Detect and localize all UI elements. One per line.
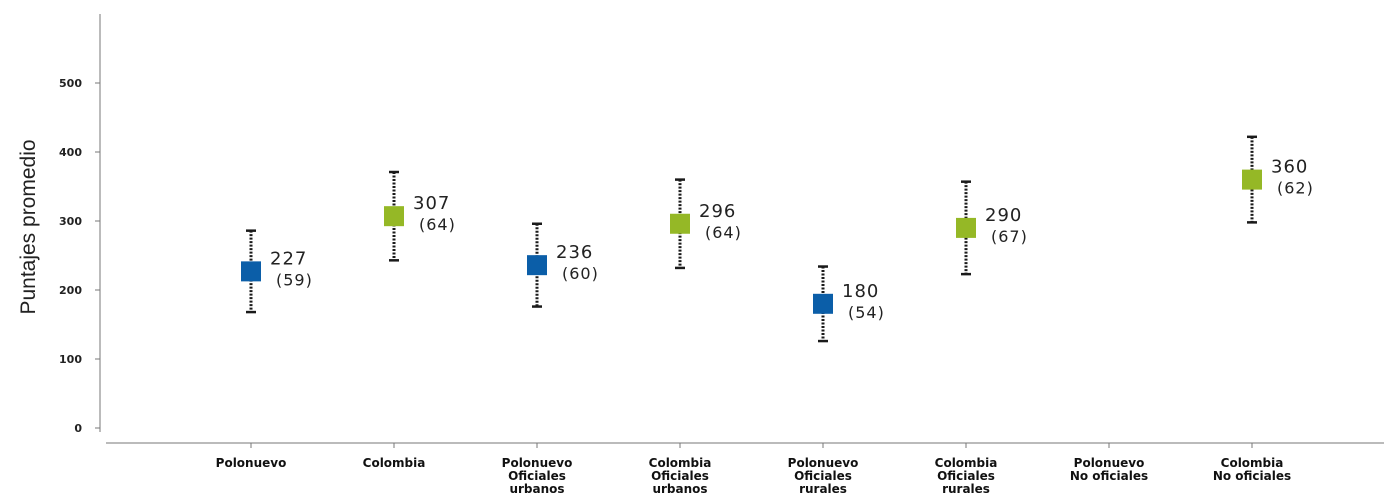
x-category-label: Colombia [363, 456, 426, 470]
y-tick-label: 200 [59, 284, 82, 297]
mean-marker [241, 261, 261, 282]
y-ticks: 0 100 200 300 400 500 [59, 77, 100, 435]
mean-value-label: 227 [270, 248, 307, 269]
mean-value-label: 360 [1271, 157, 1308, 178]
data-point-group: 296(64) [670, 178, 742, 270]
x-category-label: Colombia Oficiales urbanos [649, 456, 712, 496]
data-point-group: 360(62) [1242, 135, 1314, 224]
y-tick-label: 300 [59, 215, 82, 228]
x-categories: Polonuevo Colombia Polonuevo Oficiales urban… [216, 443, 1291, 496]
x-category-label: Polonuevo No oficiales [1070, 456, 1148, 483]
y-tick-label: 500 [59, 77, 82, 90]
mean-value-label: 307 [413, 193, 450, 214]
mean-marker [956, 217, 976, 238]
sd-value-label: (60) [562, 264, 599, 283]
mean-marker [670, 213, 690, 234]
x-category-label: Polonuevo Oficiales rurales [788, 456, 859, 496]
data-point-group: 236(60) [527, 222, 599, 308]
sd-value-label: (64) [705, 223, 742, 242]
sd-value-label: (62) [1277, 179, 1314, 198]
mean-value-label: 296 [699, 201, 736, 222]
mean-marker [1242, 169, 1262, 190]
mean-value-label: 236 [556, 242, 593, 263]
x-category-label: Colombia Oficiales rurales [935, 456, 998, 496]
sd-value-label: (64) [419, 215, 456, 234]
data-point-group: 180(54) [813, 265, 885, 343]
x-category-label: Colombia No oficiales [1213, 456, 1291, 483]
mean-marker [813, 293, 833, 314]
y-tick-label: 400 [59, 146, 82, 159]
mean-marker [384, 206, 404, 227]
y-axis-label: Puntajes promedio [17, 139, 40, 314]
sd-value-label: (54) [848, 303, 885, 322]
y-tick-label: 100 [59, 353, 82, 366]
mean-value-label: 180 [842, 281, 879, 302]
data-point-group: 290(67) [956, 180, 1028, 276]
mean-value-label: 290 [985, 205, 1022, 226]
data-point-group: 227(59) [241, 229, 313, 314]
mean-marker [527, 255, 547, 276]
data-marks: 227(59)307(64)236(60)296(64)180(54)290(6… [241, 135, 1314, 343]
axes [99, 14, 1384, 444]
y-tick-label: 0 [74, 422, 82, 435]
x-category-label: Polonuevo Oficiales urbanos [502, 456, 573, 496]
sd-value-label: (59) [276, 270, 313, 289]
sd-value-label: (67) [991, 227, 1028, 246]
data-point-group: 307(64) [384, 170, 456, 262]
x-category-label: Polonuevo [216, 456, 287, 470]
